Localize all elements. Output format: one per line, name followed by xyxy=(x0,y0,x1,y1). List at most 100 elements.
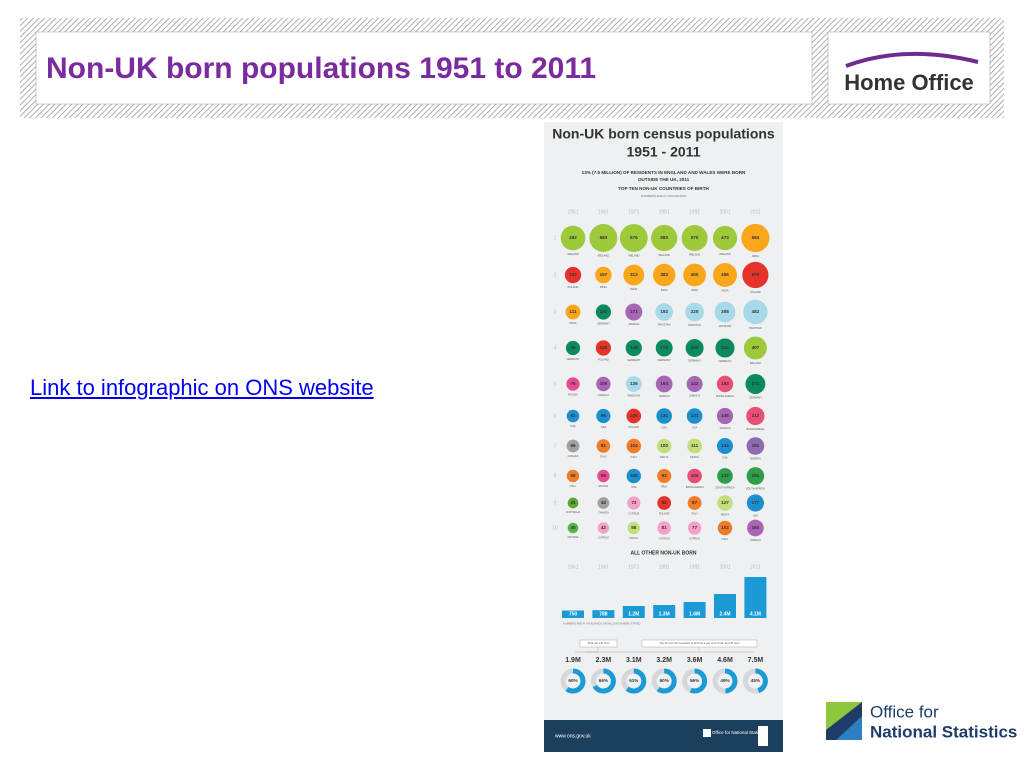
circle-value: 100 xyxy=(630,473,638,478)
country-label: CYPRUS xyxy=(598,535,609,539)
country-circle xyxy=(687,468,702,484)
country-label: FRANCE xyxy=(568,535,579,539)
country-circle xyxy=(656,408,673,424)
footer-logo-mark xyxy=(703,729,711,737)
circle-value: 30 xyxy=(570,525,576,530)
country-label: ITALY xyxy=(600,454,607,458)
country-circle xyxy=(716,375,734,393)
country-circle xyxy=(685,302,704,322)
country-label: GERMANY xyxy=(597,321,610,325)
total-value: 3.2M xyxy=(656,657,672,664)
year-label: 1961 xyxy=(598,564,609,570)
country-label: RUSSIA xyxy=(568,392,578,396)
rank-label: 4 xyxy=(554,345,557,351)
circle-value: 142 xyxy=(691,381,699,386)
country-label: USA xyxy=(662,425,668,429)
infographic-link[interactable]: Link to infographic on ONS website xyxy=(30,375,374,400)
country-circle xyxy=(566,377,580,391)
country-circle xyxy=(657,438,672,454)
country-label: GERMANY xyxy=(627,358,640,362)
country-label: USA xyxy=(692,425,698,429)
country-circle xyxy=(566,409,580,423)
country-circle xyxy=(597,497,610,509)
country-label: ITALY xyxy=(691,512,698,516)
circle-value: 111 xyxy=(569,309,577,314)
country-label: CYPRUS xyxy=(628,511,639,515)
country-circle xyxy=(565,340,581,356)
circle-value: 133 xyxy=(721,473,729,478)
circle-value: 212 xyxy=(752,413,760,418)
circle-value: 100 xyxy=(660,443,668,448)
other-bar xyxy=(683,602,706,618)
donut-label: 66% xyxy=(599,678,608,683)
country-label: INDIA xyxy=(661,288,668,292)
other-bar-label: 788 xyxy=(599,611,608,617)
country-label: KENYA xyxy=(690,455,699,459)
country-label: INDIA xyxy=(722,289,729,293)
country-label: USA xyxy=(631,485,637,489)
circle-value: 191 xyxy=(752,443,760,448)
circle-value: 274 xyxy=(752,381,760,386)
title-box xyxy=(35,31,813,105)
circle-value: 171 xyxy=(630,309,638,314)
circle-value: 148 xyxy=(630,345,638,350)
country-label: USA xyxy=(570,424,576,428)
country-label: GERMANY xyxy=(688,359,701,363)
country-label: IRELAND xyxy=(689,253,700,257)
circle-value: 164 xyxy=(660,381,668,386)
ons-logo-line: Office for xyxy=(870,702,939,721)
country-label: IRELAND xyxy=(719,252,730,256)
country-circle xyxy=(657,496,672,510)
country-circle xyxy=(743,299,768,325)
country-label: GERMANY xyxy=(658,358,671,362)
country-circle xyxy=(566,469,580,483)
year-label: 2011 xyxy=(750,209,761,215)
connector xyxy=(575,647,755,653)
country-label: IRELAND xyxy=(628,254,639,258)
country-label: INDIA xyxy=(600,285,607,289)
country-label: PAKISTAN xyxy=(658,323,671,327)
country-circle xyxy=(687,521,702,535)
donut-label: 56% xyxy=(690,678,699,683)
country-circle xyxy=(595,266,612,284)
other-bar-label: 1.6M xyxy=(689,611,700,617)
circle-value: 153 xyxy=(721,381,729,386)
donut-arc xyxy=(560,668,586,694)
other-bar xyxy=(562,610,584,618)
country-label: IRELAND xyxy=(567,252,578,256)
country-label: JAMAICA xyxy=(659,394,671,398)
year-label: 2001 xyxy=(719,564,730,570)
country-label: CYPRUS xyxy=(689,536,700,540)
country-circle xyxy=(651,224,678,252)
donut-arc xyxy=(682,668,708,694)
donut-arc xyxy=(590,668,616,694)
country-label: IRELAND xyxy=(598,254,609,258)
country-circle xyxy=(619,224,648,252)
country-label: BANGLADESH xyxy=(747,427,765,431)
total-value: 7.5M xyxy=(748,657,764,664)
country-label: JAMAICA xyxy=(598,393,610,397)
footer-url: www.ons.gov.uk xyxy=(555,733,591,739)
country-label: ITALY xyxy=(722,537,729,541)
country-label: JAMAICA xyxy=(628,322,640,326)
infographic-footer xyxy=(544,720,783,752)
country-circle xyxy=(717,520,733,536)
country-circle xyxy=(595,340,612,356)
circle-value: 85 xyxy=(662,500,668,505)
country-label: ITALY xyxy=(630,455,637,459)
circle-value: 96 xyxy=(570,345,576,350)
circle-value: 59 xyxy=(570,473,576,478)
country-circle xyxy=(687,438,703,454)
circle-value: 87 xyxy=(692,500,698,505)
country-label: GERMANY xyxy=(749,396,762,400)
donut-arc xyxy=(621,668,647,694)
country-label: KENYA xyxy=(660,455,669,459)
other-bar-label: 4.1M xyxy=(750,611,761,617)
country-circle xyxy=(716,437,734,455)
country-label: INDIA xyxy=(570,321,577,325)
other-note: NUMBERS ARE IN THOUSANDS OR MILLIONS WHE… xyxy=(563,622,641,626)
circle-value: 48 xyxy=(601,500,607,505)
donut-label: 60% xyxy=(568,678,577,683)
circle-value: 136 xyxy=(630,381,638,386)
